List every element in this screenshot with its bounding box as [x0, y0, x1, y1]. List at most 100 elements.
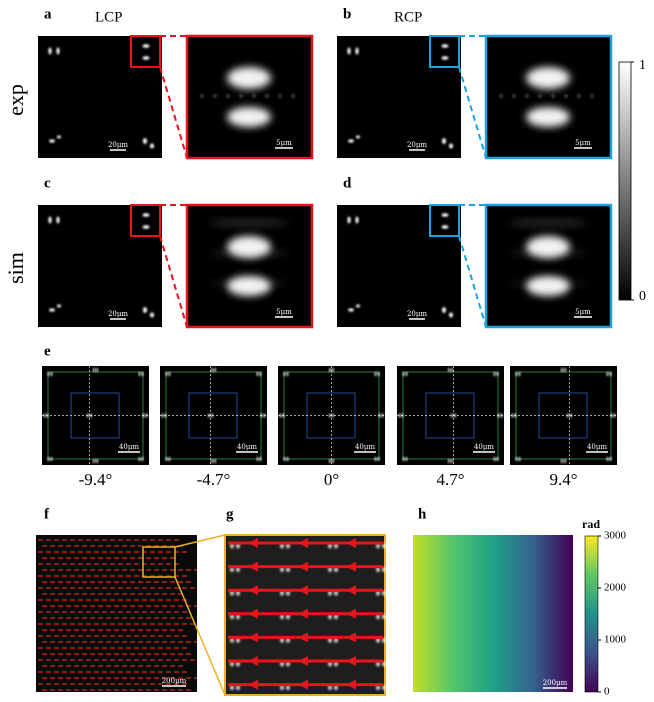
spot	[278, 94, 282, 98]
spot	[142, 56, 150, 60]
spot	[377, 457, 380, 461]
scale-bar-label: 200μm	[162, 677, 187, 685]
spot	[280, 685, 284, 691]
spot	[286, 543, 290, 549]
spot	[334, 685, 338, 691]
spot	[259, 457, 262, 461]
spot	[280, 614, 284, 620]
spot	[143, 138, 147, 144]
spot	[236, 567, 240, 573]
spot	[374, 372, 377, 376]
spot	[609, 372, 612, 376]
panel-label: g	[226, 506, 234, 522]
arrow-head	[248, 608, 258, 619]
arrow-head	[298, 538, 308, 548]
spot	[348, 308, 354, 312]
spot	[518, 457, 521, 461]
scale-bar-label: 40μm	[355, 443, 375, 451]
spot	[150, 312, 154, 318]
spot	[613, 413, 616, 418]
scale-bar-label: 20μm	[407, 310, 427, 318]
spot	[50, 372, 53, 376]
spot	[138, 457, 141, 461]
spot	[96, 459, 98, 463]
panel-label: f	[44, 506, 50, 522]
spot	[141, 372, 144, 376]
spot	[46, 413, 49, 418]
spot	[263, 413, 266, 418]
spot	[441, 213, 449, 217]
spot	[252, 94, 256, 98]
spot	[376, 637, 380, 643]
spot	[143, 307, 147, 313]
spot	[280, 661, 284, 667]
spot	[515, 457, 518, 461]
spot	[514, 413, 517, 418]
colorbar-tick-label: 0	[604, 686, 610, 698]
spot	[382, 543, 386, 549]
spot	[164, 413, 167, 418]
spot	[347, 47, 351, 55]
colorbar-title: rad	[582, 517, 600, 531]
spot	[141, 457, 144, 461]
arrow-head	[248, 679, 258, 690]
arrow-head	[346, 585, 356, 596]
roi-box	[429, 35, 460, 68]
spot	[606, 372, 609, 376]
polarization-label: LCP	[95, 9, 123, 25]
spot	[168, 372, 171, 376]
spot	[138, 372, 141, 376]
spot	[449, 312, 453, 318]
spot	[378, 413, 381, 418]
scale-bar-label: 40μm	[474, 443, 494, 451]
spot	[454, 413, 456, 418]
spot	[329, 413, 331, 418]
spot	[551, 94, 555, 98]
arrow-head	[248, 656, 258, 666]
spot	[441, 56, 449, 60]
spot	[376, 661, 380, 667]
spot	[165, 457, 168, 461]
zoom-image	[484, 34, 613, 160]
spot	[564, 459, 566, 463]
row-label: exp	[3, 84, 28, 116]
spot	[161, 413, 164, 418]
spot	[499, 94, 503, 98]
spot	[230, 590, 234, 596]
spot	[286, 637, 290, 643]
spot	[526, 107, 570, 127]
spot	[348, 139, 354, 143]
spot	[286, 372, 289, 376]
spot	[398, 413, 401, 418]
spot	[265, 94, 269, 98]
angle-label: 4.7°	[436, 470, 464, 489]
spot	[376, 614, 380, 620]
spot	[56, 216, 60, 224]
spot	[441, 44, 449, 48]
angle-label: -9.4°	[79, 470, 113, 489]
scale-bar-label: 5μm	[575, 139, 591, 147]
arrow-head	[248, 538, 258, 548]
spot	[211, 413, 213, 418]
spot	[49, 139, 55, 143]
panel-label: a	[44, 6, 52, 22]
arrow-head	[248, 561, 258, 572]
spot	[142, 413, 145, 418]
spot	[50, 457, 53, 461]
spot	[43, 413, 46, 418]
zoom-line	[458, 235, 487, 328]
arrow-head	[298, 632, 308, 643]
spot	[283, 457, 286, 461]
spot	[496, 372, 499, 376]
spot	[451, 459, 453, 463]
spot	[347, 216, 351, 224]
spot	[87, 413, 89, 418]
arrow-head	[346, 608, 356, 619]
spot	[356, 135, 360, 139]
spot	[208, 413, 210, 418]
spot	[329, 368, 331, 372]
spot	[577, 94, 581, 98]
spot	[227, 276, 271, 296]
roi-box	[130, 35, 161, 68]
spot	[376, 590, 380, 596]
